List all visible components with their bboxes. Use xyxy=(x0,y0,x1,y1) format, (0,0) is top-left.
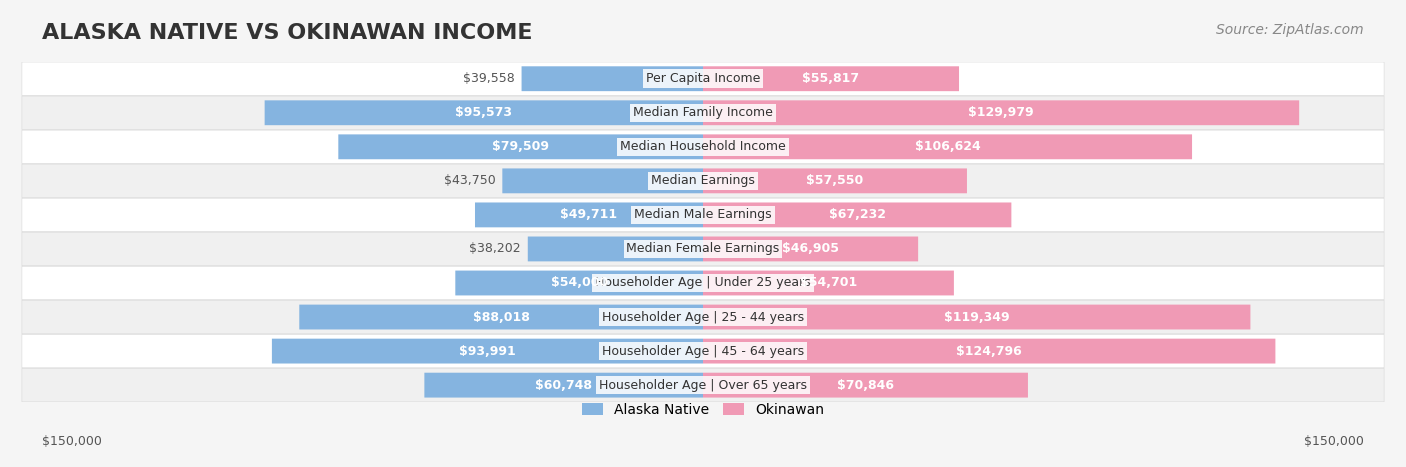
Text: Median Family Income: Median Family Income xyxy=(633,106,773,119)
Text: $46,905: $46,905 xyxy=(782,242,839,255)
FancyBboxPatch shape xyxy=(475,203,703,227)
FancyBboxPatch shape xyxy=(22,266,1384,300)
Text: Householder Age | Over 65 years: Householder Age | Over 65 years xyxy=(599,379,807,392)
Text: $119,349: $119,349 xyxy=(943,311,1010,324)
Text: $43,750: $43,750 xyxy=(444,174,495,187)
FancyBboxPatch shape xyxy=(299,304,703,330)
FancyBboxPatch shape xyxy=(22,164,1384,198)
FancyBboxPatch shape xyxy=(271,339,703,363)
Text: $54,701: $54,701 xyxy=(800,276,858,290)
FancyBboxPatch shape xyxy=(22,300,1384,334)
Text: $49,711: $49,711 xyxy=(561,208,617,221)
Text: $70,846: $70,846 xyxy=(837,379,894,392)
Text: $106,624: $106,624 xyxy=(915,140,980,153)
FancyBboxPatch shape xyxy=(22,96,1384,129)
Text: Householder Age | 45 - 64 years: Householder Age | 45 - 64 years xyxy=(602,345,804,358)
FancyBboxPatch shape xyxy=(425,373,703,397)
FancyBboxPatch shape xyxy=(22,232,1384,266)
Text: $93,991: $93,991 xyxy=(460,345,516,358)
FancyBboxPatch shape xyxy=(703,134,1192,159)
FancyBboxPatch shape xyxy=(522,66,703,91)
Legend: Alaska Native, Okinawan: Alaska Native, Okinawan xyxy=(576,397,830,423)
Text: $39,558: $39,558 xyxy=(463,72,515,85)
Text: $67,232: $67,232 xyxy=(828,208,886,221)
FancyBboxPatch shape xyxy=(22,334,1384,368)
FancyBboxPatch shape xyxy=(703,66,959,91)
FancyBboxPatch shape xyxy=(22,198,1384,232)
FancyBboxPatch shape xyxy=(703,373,1028,397)
Text: $150,000: $150,000 xyxy=(42,435,103,448)
Text: $54,000: $54,000 xyxy=(551,276,607,290)
FancyBboxPatch shape xyxy=(703,203,1011,227)
Text: Householder Age | 25 - 44 years: Householder Age | 25 - 44 years xyxy=(602,311,804,324)
FancyBboxPatch shape xyxy=(703,270,953,296)
FancyBboxPatch shape xyxy=(502,169,703,193)
Text: Per Capita Income: Per Capita Income xyxy=(645,72,761,85)
FancyBboxPatch shape xyxy=(264,100,703,125)
Text: $129,979: $129,979 xyxy=(969,106,1033,119)
Text: $38,202: $38,202 xyxy=(470,242,520,255)
Text: Householder Age | Under 25 years: Householder Age | Under 25 years xyxy=(595,276,811,290)
Text: $95,573: $95,573 xyxy=(456,106,512,119)
Text: $79,509: $79,509 xyxy=(492,140,550,153)
FancyBboxPatch shape xyxy=(703,304,1250,330)
Text: $55,817: $55,817 xyxy=(803,72,859,85)
FancyBboxPatch shape xyxy=(22,368,1384,402)
FancyBboxPatch shape xyxy=(527,236,703,262)
FancyBboxPatch shape xyxy=(703,339,1275,363)
Text: $150,000: $150,000 xyxy=(1303,435,1364,448)
FancyBboxPatch shape xyxy=(22,130,1384,163)
FancyBboxPatch shape xyxy=(339,134,703,159)
FancyBboxPatch shape xyxy=(703,169,967,193)
Text: Median Household Income: Median Household Income xyxy=(620,140,786,153)
Text: $60,748: $60,748 xyxy=(536,379,592,392)
FancyBboxPatch shape xyxy=(22,62,1384,95)
Text: Source: ZipAtlas.com: Source: ZipAtlas.com xyxy=(1216,23,1364,37)
Text: $88,018: $88,018 xyxy=(472,311,530,324)
Text: $124,796: $124,796 xyxy=(956,345,1022,358)
Text: $57,550: $57,550 xyxy=(807,174,863,187)
Text: Median Male Earnings: Median Male Earnings xyxy=(634,208,772,221)
FancyBboxPatch shape xyxy=(703,100,1299,125)
Text: Median Earnings: Median Earnings xyxy=(651,174,755,187)
Text: Median Female Earnings: Median Female Earnings xyxy=(627,242,779,255)
Text: ALASKA NATIVE VS OKINAWAN INCOME: ALASKA NATIVE VS OKINAWAN INCOME xyxy=(42,23,533,43)
FancyBboxPatch shape xyxy=(456,270,703,296)
FancyBboxPatch shape xyxy=(703,236,918,262)
